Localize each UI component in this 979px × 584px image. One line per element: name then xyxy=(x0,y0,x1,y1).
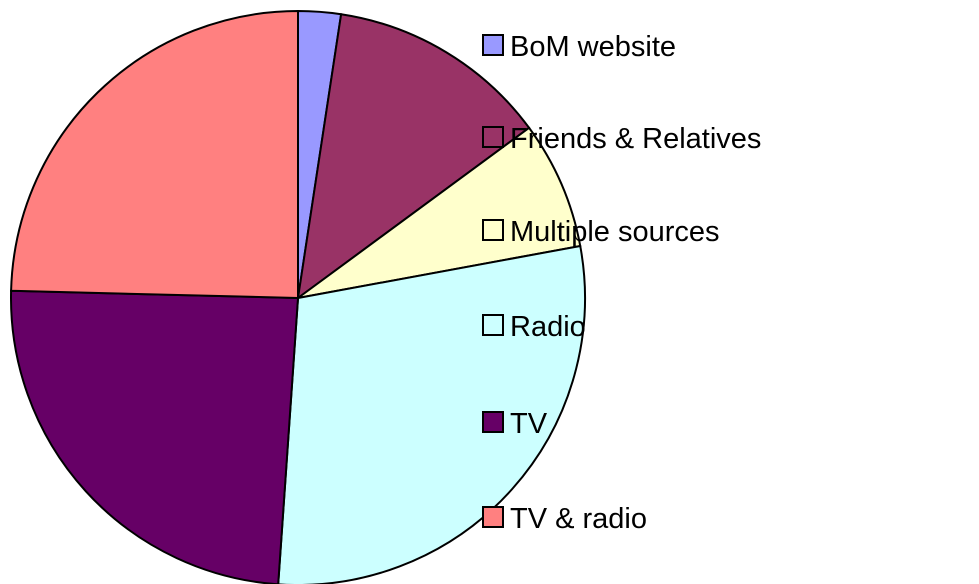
pie-slice xyxy=(10,289,300,584)
legend-label: Radio xyxy=(510,311,586,343)
legend-swatch xyxy=(482,34,504,56)
legend-item: TV & radio xyxy=(482,498,975,540)
legend-label: BoM website xyxy=(510,31,677,63)
legend-item: TV xyxy=(482,403,975,445)
legend-item: Radio xyxy=(482,306,975,348)
legend-swatch xyxy=(482,506,504,528)
legend-swatch xyxy=(482,126,504,148)
legend-item: Multiple sources xyxy=(482,211,975,253)
pie-slice xyxy=(296,13,531,301)
legend-item: Friends & Relatives xyxy=(482,118,975,160)
pie-area xyxy=(10,9,586,584)
pie-slice xyxy=(277,244,586,584)
legend-label: TV xyxy=(510,408,548,440)
legend-item: BoM website xyxy=(482,26,975,68)
legend-swatch xyxy=(482,314,504,336)
legend-label: Multiple sources xyxy=(510,216,720,248)
legend-label: TV & radio xyxy=(510,503,647,535)
pie-slice xyxy=(297,126,582,299)
legend-swatch xyxy=(482,219,504,241)
legend-label: Friends & Relatives xyxy=(510,123,762,155)
legend-swatch xyxy=(482,411,504,433)
pie-slice xyxy=(10,9,299,300)
